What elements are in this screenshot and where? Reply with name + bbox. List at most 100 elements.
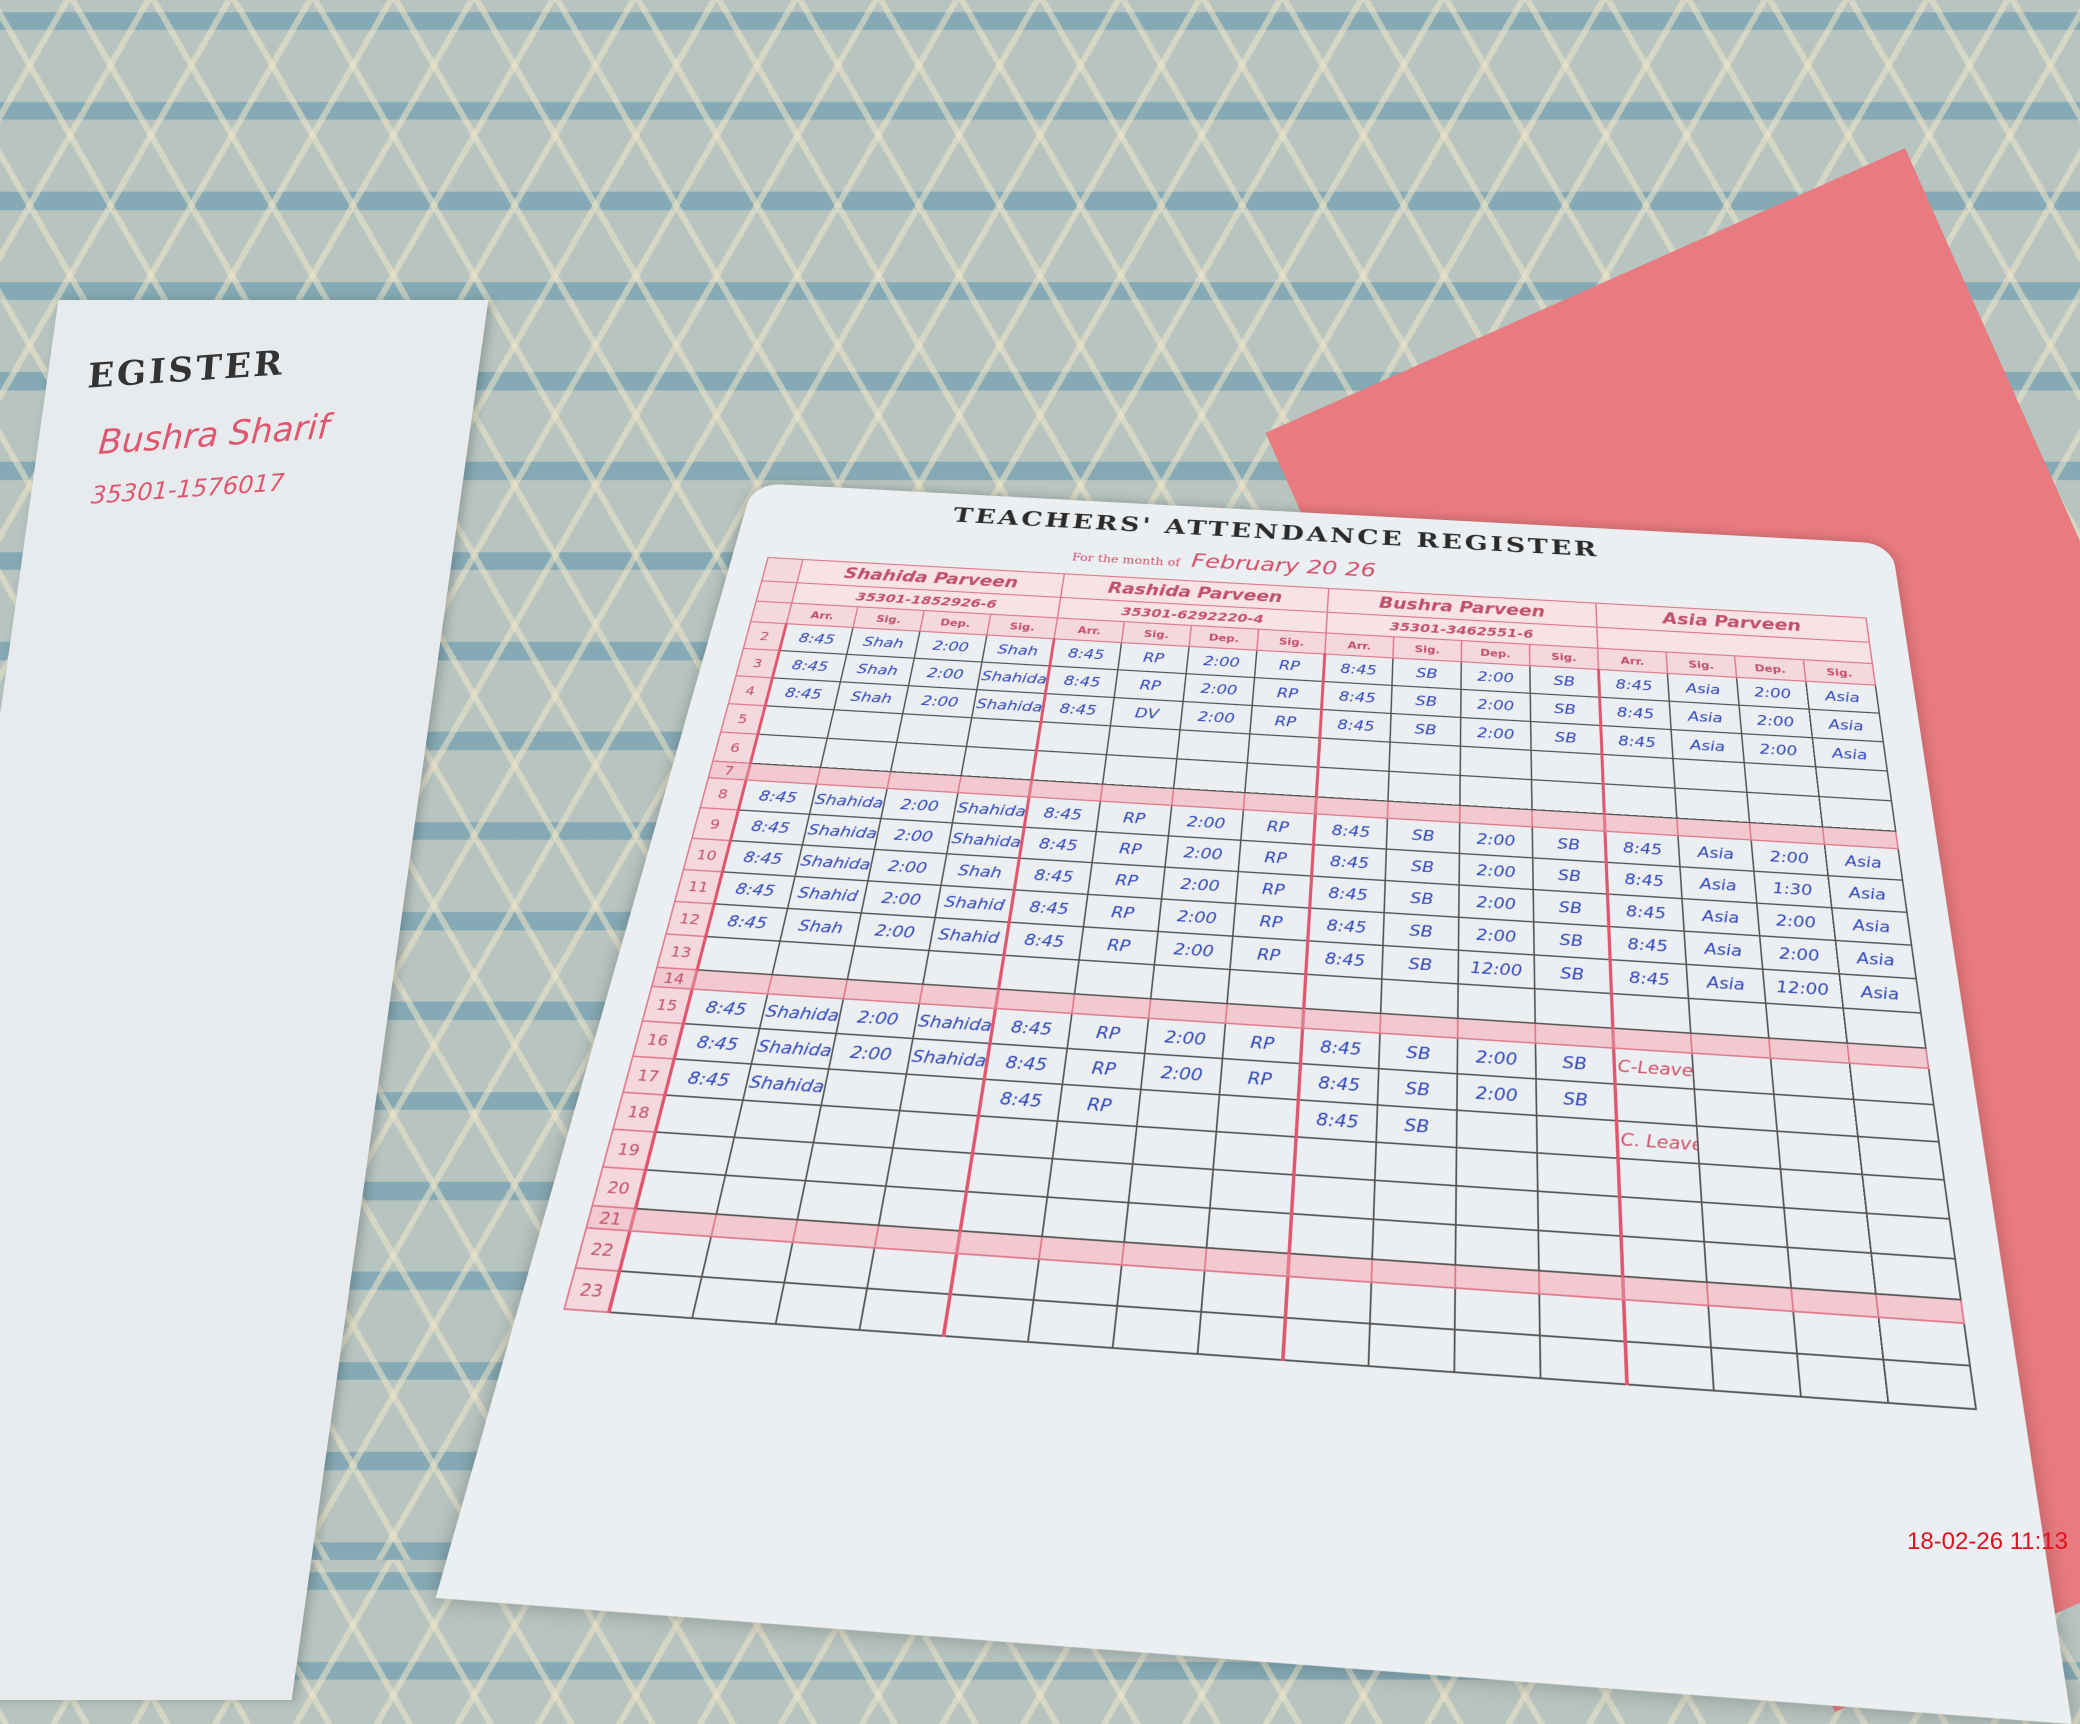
attendance-cell: Asia <box>1828 875 1907 913</box>
attendance-cell <box>1672 758 1747 793</box>
attendance-cell <box>885 1147 973 1192</box>
attendance-cell <box>655 1095 743 1138</box>
attendance-cell <box>772 941 855 980</box>
attendance-cell: 8:45 <box>1309 876 1386 913</box>
attendance-cell <box>1318 737 1391 772</box>
attendance-cell <box>1244 762 1319 797</box>
attendance-cell: 8:45 <box>1009 889 1088 927</box>
attendance-cell <box>1176 729 1250 763</box>
attendance-cell: 2:00 <box>1144 1018 1226 1059</box>
attendance-cell <box>961 746 1037 780</box>
attendance-cell <box>1843 1008 1926 1049</box>
attendance-cell: 8:45 <box>978 1079 1063 1122</box>
attendance-cell: 2:00 <box>1458 885 1534 922</box>
attendance-cell: RP <box>1222 1023 1303 1064</box>
attendance-cell: 8:45 <box>1298 1063 1379 1106</box>
attendance-cell: Shah <box>846 627 920 659</box>
attendance-cell: RP <box>1240 809 1316 845</box>
attendance-cell: SB <box>1385 849 1460 886</box>
attendance-cell: 12:00 <box>1762 969 1844 1009</box>
attendance-cell: 2:00 <box>1736 677 1810 710</box>
attendance-cell <box>1696 1125 1781 1170</box>
attendance-cell <box>1537 1191 1622 1237</box>
attendance-cell <box>922 950 1004 990</box>
attendance-cell <box>1456 1110 1538 1153</box>
attendance-cell <box>750 734 828 768</box>
attendance-cell <box>1027 1300 1118 1348</box>
attendance-cell: 2:00 <box>1140 1053 1223 1095</box>
attendance-cell <box>1136 1089 1220 1132</box>
attendance-cell: SB <box>1376 1105 1457 1148</box>
attendance-cell: 8:45 <box>1313 813 1388 850</box>
attendance-cell: Shahida <box>906 1038 990 1080</box>
attendance-cell: 8:45 <box>674 1023 760 1064</box>
attendance-cell: SB <box>1529 665 1600 698</box>
attendance-cell: 2:00 <box>1456 1073 1537 1116</box>
left-page-title: EGISTER <box>86 343 287 397</box>
attendance-cell: 8:45 <box>989 1008 1072 1049</box>
attendance-cell: 2:00 <box>1179 701 1253 734</box>
attendance-cell: SB <box>1391 657 1462 690</box>
attendance-cell: Asia <box>1677 835 1754 872</box>
attendance-cell <box>1539 1335 1627 1385</box>
attendance-cell <box>1883 1359 1977 1410</box>
attendance-cell: RP <box>1114 669 1187 702</box>
attendance-cell <box>1866 1213 1956 1259</box>
attendance-cell: SB <box>1533 889 1609 927</box>
attendance-cell <box>1316 767 1390 802</box>
attendance-cell <box>1701 1202 1788 1248</box>
attendance-cell <box>1033 1259 1122 1306</box>
attendance-cell <box>1150 964 1230 1004</box>
attendance-cell: 8:45 <box>1610 959 1689 999</box>
attendance-cell: Shahida <box>952 792 1030 828</box>
attendance-cell <box>1042 1197 1129 1243</box>
attendance-cell <box>1601 754 1675 789</box>
attendance-cell <box>1112 1305 1202 1354</box>
attendance-cell: Shah <box>833 681 909 714</box>
attendance-cell: 8:45 <box>1311 844 1387 881</box>
attendance-cell <box>716 1175 806 1220</box>
attendance-cell <box>1787 1247 1876 1294</box>
attendance-cell: 8:45 <box>984 1043 1068 1085</box>
attendance-cell <box>1201 1270 1288 1318</box>
attendance-cell: 8:45 <box>1296 1099 1378 1143</box>
attendance-cell: 2:00 <box>1460 689 1531 722</box>
attendance-cell <box>1213 1131 1297 1175</box>
day-number: 14 <box>651 967 698 990</box>
attendance-cell <box>878 1186 967 1231</box>
attendance-cell <box>608 1271 702 1319</box>
attendance-cell: Shah <box>840 654 915 686</box>
attendance-cell: RP <box>1252 677 1324 710</box>
attendance-cell: 2:00 <box>1154 931 1233 970</box>
register-page: TEACHERS' ATTENDANCE REGISTER For the mo… <box>435 482 2072 1724</box>
attendance-cell: SB <box>1383 912 1459 951</box>
attendance-cell: 2:00 <box>828 1033 913 1075</box>
attendance-cell <box>1197 1311 1286 1361</box>
attendance-cell <box>966 717 1041 751</box>
attendance-cell: 2:00 <box>861 880 941 918</box>
attendance-cell <box>1704 1241 1792 1288</box>
attendance-cell <box>892 1110 979 1154</box>
attendance-cell <box>1878 1317 1970 1366</box>
attendance-cell <box>1538 1230 1623 1277</box>
attendance-cell <box>1380 979 1459 1019</box>
attendance-cell <box>847 945 930 985</box>
attendance-cell <box>1531 779 1605 814</box>
attendance-cell <box>757 705 834 739</box>
attendance-cell: Shahida <box>912 1003 996 1044</box>
attendance-cell <box>1124 1202 1210 1248</box>
attendance-cell <box>943 1294 1034 1342</box>
attendance-cell <box>950 1253 1040 1301</box>
attendance-cell: 8:45 <box>1019 827 1097 863</box>
attendance-cell: SB <box>1386 818 1460 854</box>
attendance-cell <box>1674 788 1750 823</box>
attendance-cell <box>1206 1208 1292 1254</box>
attendance-cell <box>1770 1058 1854 1100</box>
attendance-cell: RP <box>1092 831 1169 868</box>
attendance-cell <box>1853 1099 1939 1142</box>
attendance-cell: 12:00 <box>1458 950 1535 989</box>
attendance-cell <box>859 1288 951 1336</box>
month-value: February 20 26 <box>1190 549 1377 582</box>
attendance-cell: 8:45 <box>1307 908 1385 946</box>
attendance-cell: SB <box>1381 945 1459 984</box>
